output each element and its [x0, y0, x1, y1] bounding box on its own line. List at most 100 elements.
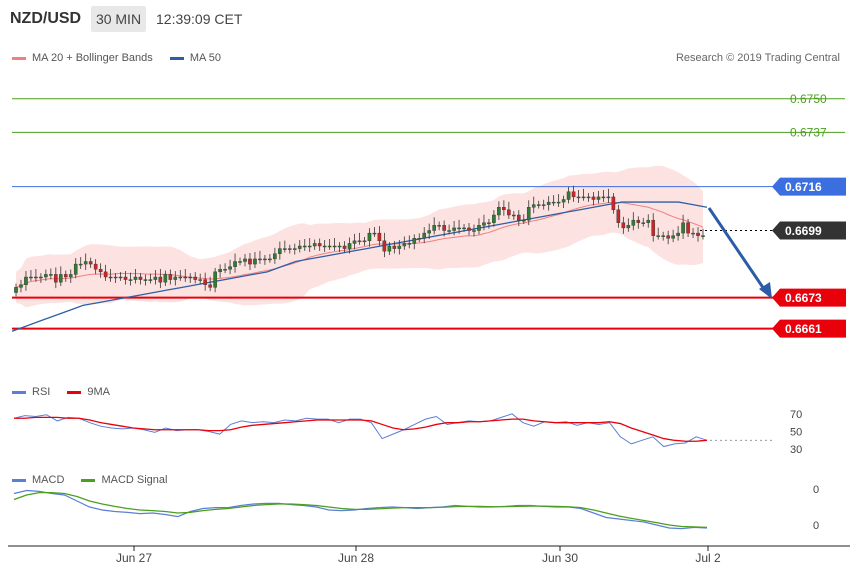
- candle-body: [467, 227, 471, 231]
- candle-body: [312, 243, 317, 247]
- candle-body: [437, 225, 441, 227]
- ma50-legend-label: MA 50: [189, 52, 222, 64]
- candle-body: [88, 261, 93, 265]
- bollinger-legend-label: MA 20 + Bollinger Bands: [32, 52, 153, 64]
- candle-body: [507, 209, 511, 216]
- candle-body: [551, 201, 556, 204]
- rsi-ma-legend-swatch: [67, 390, 82, 394]
- candle-body: [233, 261, 237, 267]
- ma50-legend-swatch: [169, 56, 184, 60]
- ma50-line: [11, 201, 708, 332]
- candle-body: [223, 269, 227, 271]
- candle-body: [158, 276, 163, 283]
- rsi-ma-line: [14, 416, 708, 442]
- candle-body: [626, 225, 631, 229]
- candle-body: [616, 209, 621, 223]
- candle-body: [143, 279, 148, 281]
- candle-body: [113, 276, 118, 279]
- candle-body: [646, 219, 651, 223]
- candle-body: [218, 269, 222, 273]
- candle-body: [392, 245, 397, 249]
- pair-title: NZD/USD: [10, 10, 82, 27]
- candle-body: [188, 276, 193, 279]
- macd-signal-legend-label: MACD Signal: [101, 474, 168, 486]
- level-label-1: 0.6737: [790, 125, 827, 139]
- candle-body: [546, 201, 551, 205]
- candle-body: [586, 196, 591, 199]
- macd-legend: MACD MACD Signal: [12, 474, 167, 486]
- candle-body: [238, 261, 242, 263]
- candle-body: [566, 191, 571, 200]
- candle-body: [93, 263, 98, 270]
- candle-body: [138, 276, 143, 280]
- candle-body: [671, 235, 675, 239]
- candle-body: [462, 227, 466, 230]
- candle-body: [29, 276, 33, 279]
- candle-body: [536, 204, 541, 206]
- candle-body: [427, 230, 431, 234]
- candle-body: [407, 243, 412, 245]
- candle-body: [168, 274, 173, 280]
- candle-body: [492, 214, 496, 223]
- candle-body: [19, 284, 23, 288]
- rsi-tick-label: 30: [790, 444, 802, 456]
- candle-body: [531, 204, 536, 208]
- candle-body: [357, 240, 362, 243]
- macd-tick-label: 0: [813, 520, 819, 532]
- rsi-ma-legend-label: 9MA: [87, 386, 111, 398]
- candle-body: [78, 263, 83, 266]
- candle-body: [253, 258, 257, 265]
- macd-tick-label: 0: [813, 484, 819, 496]
- candle-body: [432, 225, 436, 231]
- forecast-arrow-head: [759, 282, 772, 299]
- candle-body: [59, 274, 63, 283]
- candle-body: [183, 276, 188, 279]
- candle-body: [337, 245, 342, 248]
- candle-body: [636, 219, 641, 223]
- candle-body: [297, 245, 302, 249]
- level-label-3: 0.6699: [785, 224, 822, 238]
- candle-body: [576, 196, 581, 199]
- timeframe-button[interactable]: 30 MIN: [91, 6, 146, 32]
- candle-body: [556, 201, 561, 204]
- candle-body: [611, 196, 616, 211]
- candle-body: [288, 248, 292, 250]
- candle-body: [283, 248, 287, 250]
- clock-label: 12:39:09 CET: [156, 11, 243, 27]
- candle-body: [14, 287, 18, 293]
- candle-body: [487, 222, 491, 224]
- candle-body: [228, 266, 232, 270]
- candle-body: [367, 232, 372, 242]
- candle-body: [307, 245, 312, 248]
- candle-body: [39, 276, 43, 279]
- candle-body: [63, 274, 68, 278]
- price-legend: MA 20 + Bollinger Bands MA 50: [12, 52, 221, 64]
- candle-body: [347, 243, 352, 249]
- candle-body: [691, 232, 695, 235]
- candle-body: [34, 276, 38, 279]
- candle-body: [681, 222, 685, 234]
- candle-body: [482, 222, 486, 226]
- rsi-line: [13, 413, 708, 448]
- candle-body: [173, 276, 178, 280]
- candle-body: [676, 232, 680, 236]
- candle-body: [477, 225, 481, 231]
- candle-body: [621, 222, 626, 229]
- candle-body: [696, 232, 700, 236]
- chart-header: NZD/USD 30 MIN 12:39:09 CET: [0, 0, 850, 38]
- rsi-tick-label: 70: [790, 409, 802, 421]
- candle-body: [118, 276, 123, 279]
- candle-body: [666, 235, 670, 239]
- credit-label: Research © 2019 Trading Central: [675, 52, 840, 64]
- level-label-2: 0.6716: [785, 180, 822, 194]
- candle-body: [651, 219, 656, 236]
- candle-body: [133, 276, 138, 280]
- rsi-legend-label: RSI: [32, 386, 51, 398]
- candle-body: [412, 238, 417, 244]
- candle-body: [128, 279, 133, 281]
- candle-body: [193, 276, 198, 280]
- candle-body: [54, 274, 58, 283]
- candle-body: [342, 245, 347, 249]
- candle-body: [701, 235, 705, 237]
